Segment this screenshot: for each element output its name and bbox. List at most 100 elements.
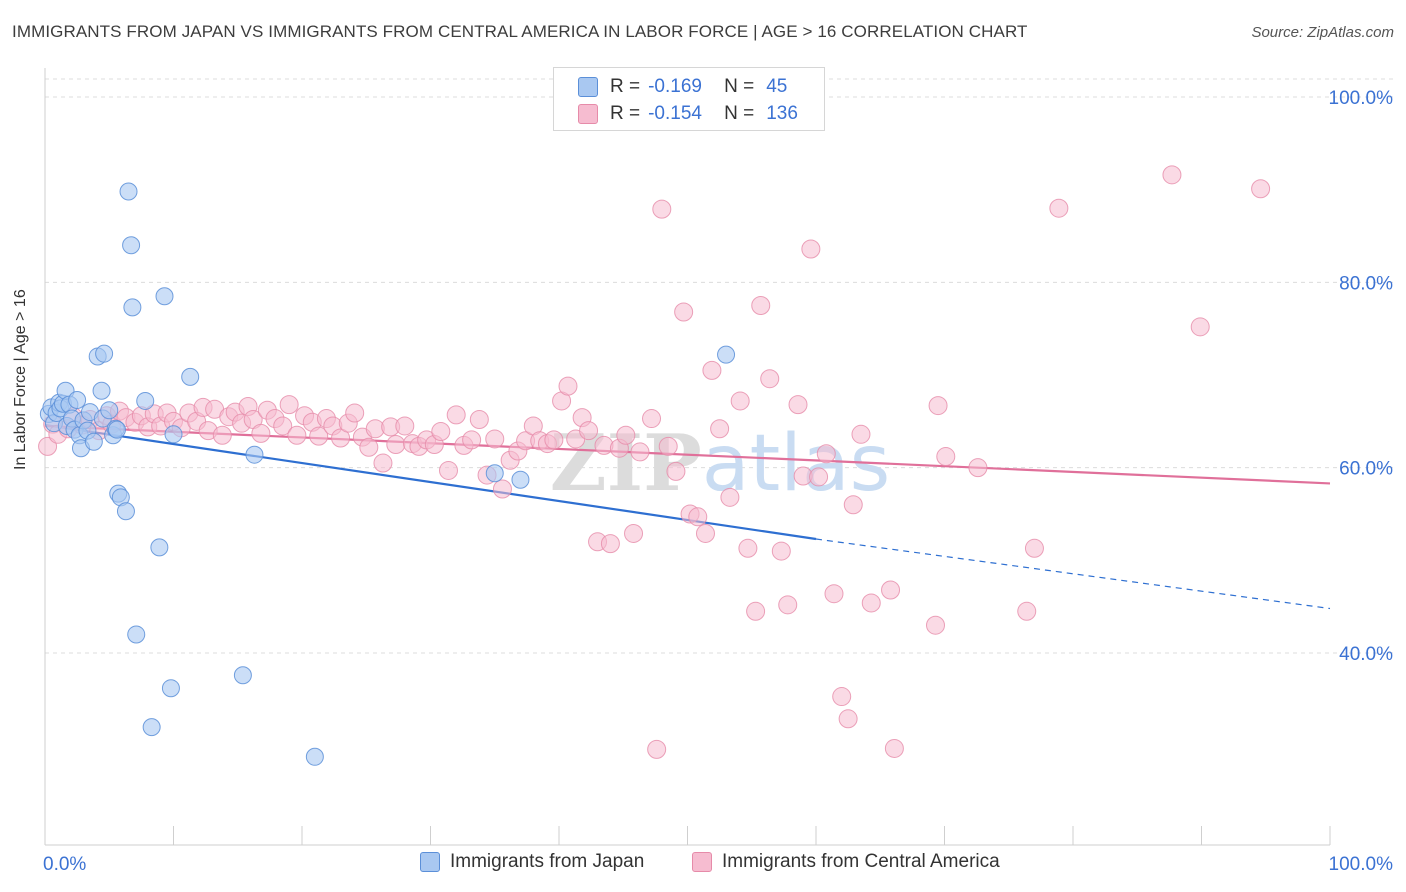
- legend-swatch-japan: [578, 77, 598, 97]
- point-central-america: [851, 424, 871, 444]
- bottom-legend-ca: Immigrants from Central America: [692, 851, 1000, 873]
- y-tick-label: 100.0%: [1329, 88, 1394, 109]
- point-central-america: [642, 409, 662, 429]
- point-central-america: [778, 595, 798, 615]
- point-central-america: [861, 593, 881, 613]
- point-central-america: [462, 430, 482, 450]
- point-central-america: [558, 376, 578, 396]
- point-central-america: [788, 395, 808, 415]
- trend-line-japan-extension: [815, 538, 1331, 610]
- point-central-america: [702, 360, 722, 380]
- point-central-america: [771, 541, 791, 561]
- point-central-america: [273, 416, 293, 436]
- point-central-america: [674, 302, 694, 322]
- legend-row-ca: R = -0.154 N = 136: [578, 101, 798, 127]
- point-central-america: [624, 523, 644, 543]
- point-central-america: [801, 239, 821, 259]
- point-central-america: [1190, 317, 1210, 337]
- point-central-america: [446, 405, 466, 425]
- bottom-legend-swatch-ca: [692, 852, 712, 872]
- legend: R = -0.169 N = 45 R = -0.154 N = 136: [553, 67, 825, 131]
- point-central-america: [720, 487, 740, 507]
- point-central-america: [1251, 179, 1271, 199]
- point-central-america: [710, 419, 730, 439]
- point-central-america: [730, 391, 750, 411]
- point-japan: [95, 344, 114, 363]
- point-central-america: [630, 442, 650, 462]
- point-central-america: [1024, 538, 1044, 558]
- point-central-america: [469, 409, 489, 429]
- legend-row-japan: R = -0.169 N = 45: [578, 74, 787, 100]
- legend-n-label: N =: [724, 76, 755, 97]
- point-central-america: [968, 458, 988, 478]
- bottom-legend-japan: Immigrants from Japan: [420, 851, 644, 873]
- tick-labels: 40.0% 60.0% 80.0% 100.0% 0.0% 100.0%: [43, 88, 1393, 875]
- point-central-america: [544, 430, 564, 450]
- point-central-america: [594, 435, 614, 455]
- point-central-america: [832, 687, 852, 707]
- point-japan: [150, 538, 169, 557]
- point-japan: [142, 718, 161, 737]
- point-japan: [107, 420, 126, 439]
- point-central-america: [666, 461, 686, 481]
- point-central-america: [751, 296, 771, 315]
- point-japan: [136, 391, 155, 410]
- bottom-legend: Immigrants from Japan Immigrants from Ce…: [0, 851, 1406, 879]
- point-japan: [119, 182, 138, 201]
- point-central-america: [658, 436, 678, 456]
- point-central-america: [884, 738, 904, 758]
- legend-r-label: R =: [610, 76, 641, 97]
- point-central-america: [1049, 198, 1069, 218]
- point-japan: [305, 747, 324, 766]
- point-central-america: [688, 507, 708, 527]
- point-japan: [164, 425, 183, 444]
- point-japan: [127, 625, 146, 644]
- point-central-america: [1162, 165, 1182, 185]
- legend-ca-r: -0.154: [648, 103, 702, 124]
- point-japan: [181, 367, 200, 386]
- point-japan: [155, 287, 174, 306]
- point-japan: [123, 298, 142, 317]
- point-central-america: [816, 444, 836, 464]
- point-central-america: [746, 601, 766, 621]
- point-central-america: [395, 416, 415, 436]
- point-central-america: [881, 580, 901, 600]
- point-central-america: [331, 428, 351, 448]
- point-central-america: [647, 739, 667, 759]
- point-central-america: [926, 615, 946, 635]
- point-central-america: [579, 421, 599, 441]
- point-central-america: [359, 437, 379, 457]
- point-japan: [100, 401, 119, 420]
- point-central-america: [760, 369, 780, 389]
- bottom-legend-ca-label: Immigrants from Central America: [722, 851, 1000, 872]
- point-central-america: [492, 479, 512, 499]
- point-central-america: [279, 395, 299, 415]
- point-central-america: [809, 467, 829, 487]
- bottom-legend-japan-label: Immigrants from Japan: [450, 851, 645, 872]
- point-central-america: [485, 429, 505, 449]
- point-central-america: [600, 534, 620, 554]
- legend-r-label: R =: [610, 103, 641, 124]
- point-central-america: [431, 422, 451, 442]
- y-tick-label: 40.0%: [1339, 644, 1393, 665]
- point-central-america: [738, 538, 758, 558]
- point-central-america: [38, 436, 58, 456]
- point-central-america: [309, 426, 329, 446]
- x-tick-label-min: 0.0%: [43, 854, 86, 875]
- legend-ca-n: 136: [766, 103, 798, 124]
- point-central-america: [251, 423, 271, 443]
- point-central-america: [386, 435, 406, 454]
- series-central-america: [38, 165, 1271, 759]
- point-japan: [485, 464, 504, 483]
- point-japan: [245, 445, 264, 464]
- point-japan: [511, 470, 530, 489]
- point-japan: [68, 391, 87, 410]
- point-japan: [233, 666, 252, 685]
- point-central-america: [616, 425, 636, 445]
- source-label: Source: ZipAtlas.com: [1251, 24, 1394, 41]
- series-japan: [39, 182, 736, 766]
- point-japan: [116, 502, 135, 521]
- x-tick-label-max: 100.0%: [1329, 854, 1394, 875]
- point-central-america: [843, 495, 863, 515]
